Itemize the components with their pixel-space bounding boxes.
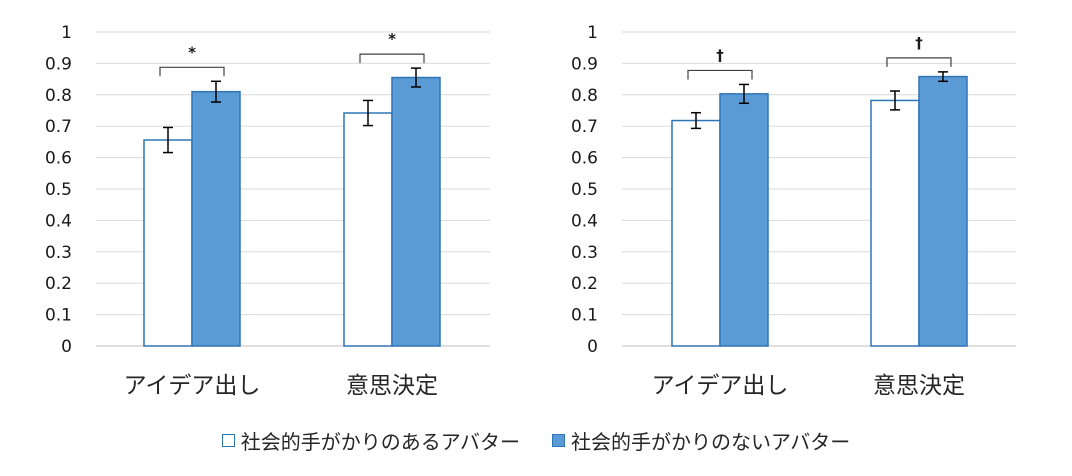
legend-label-with-cue: 社会的手がかりのあるアバター [240, 430, 520, 454]
right-y-tick-label: 0.2 [571, 274, 598, 294]
right-y-tick-label: 0.6 [571, 149, 598, 169]
left-category-label: 意思決定 [346, 373, 438, 399]
legend: 社会的手がかりのあるアバター 社会的手がかりのないアバター [0, 426, 1072, 455]
left-significance-bracket [359, 53, 425, 64]
left-y-tick-label: 1 [61, 23, 72, 43]
right-y-tick-label: 0 [587, 337, 598, 357]
left-y-tick-label: 0.9 [45, 54, 72, 74]
right-y-tick-label: 1 [587, 23, 598, 43]
right-y-tick-label: 0.9 [571, 54, 598, 74]
left-y-tick-label: 0.7 [45, 117, 72, 137]
left-y-tick-label: 0.1 [45, 306, 72, 326]
right-significance-bracket [886, 57, 952, 67]
right-significance-mark: † [915, 34, 923, 52]
right-significance-mark: † [716, 46, 724, 64]
right-y-tick-label: 0.3 [571, 243, 598, 263]
right-bar-without-cue [719, 93, 769, 347]
right-bar-with-cue [870, 99, 920, 347]
right-y-tick-label: 0.5 [571, 180, 598, 200]
left-y-tick-label: 0.8 [45, 86, 72, 106]
legend-swatch-with-cue [221, 434, 235, 447]
right-y-tick-label: 0.1 [571, 306, 598, 326]
right-category-label: 意思決定 [873, 373, 965, 399]
left-bar-with-cue [343, 112, 393, 347]
chart-area: 0 0.1 0.2 0.3 0.4 0.5 0.6 0.7 0.8 0.9 1 * アイデア出し * 意思決… [45, 23, 1016, 399]
left-significance-mark: * [188, 43, 196, 61]
left-bar-without-cue [191, 90, 241, 347]
left-y-tick-label: 0.6 [45, 149, 72, 169]
left-significance-bracket [159, 66, 225, 77]
right-category-label: アイデア出し [652, 373, 789, 399]
legend-item-without-cue: 社会的手がかりのないアバター [552, 426, 850, 455]
left-bar-without-cue [391, 76, 441, 347]
left-y-tick-label: 0 [61, 337, 72, 357]
left-significance-mark: * [388, 30, 396, 48]
left-y-tick-label: 0.4 [45, 211, 72, 231]
right-y-tick-label: 0.7 [571, 117, 598, 137]
legend-label-without-cue: 社会的手がかりのないアバター [571, 430, 851, 454]
legend-swatch-without-cue [552, 434, 565, 447]
right-bar-with-cue [671, 119, 721, 347]
right-significance-bracket [687, 69, 753, 80]
right-bar-without-cue [918, 75, 968, 347]
right-y-tick-label: 0.8 [571, 86, 598, 106]
right-y-tick-label: 0.4 [571, 211, 598, 231]
left-y-tick-label: 0.5 [45, 180, 72, 200]
left-y-tick-label: 0.2 [45, 274, 72, 294]
legend-item-with-cue: 社会的手がかりのあるアバター [221, 426, 520, 455]
left-category-label: アイデア出し [124, 373, 261, 399]
left-y-tick-label: 0.3 [45, 243, 72, 263]
left-bar-with-cue [143, 139, 193, 347]
